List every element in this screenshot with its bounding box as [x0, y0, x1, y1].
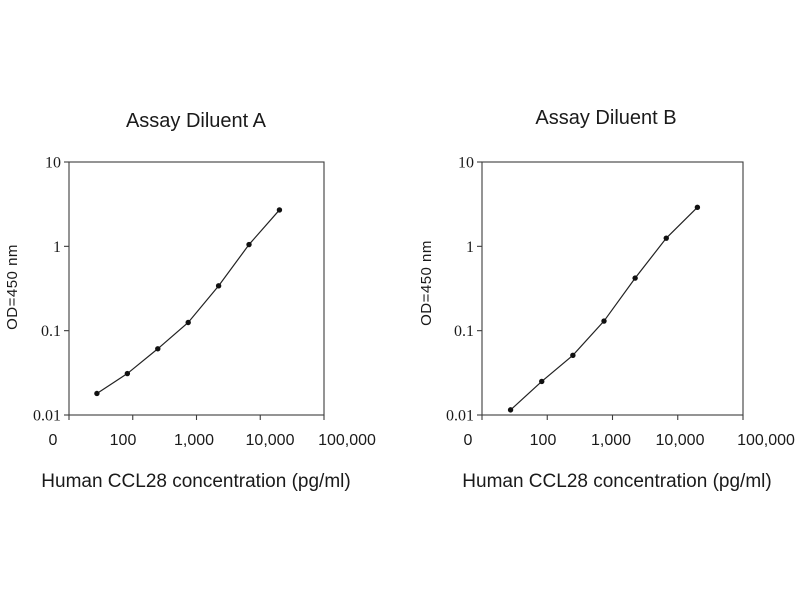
chart-b-y-axis-label: OD=450 nm [418, 240, 435, 326]
data-point [124, 370, 131, 377]
x-tick-label: 100,000 [737, 432, 795, 449]
data-point [507, 407, 514, 413]
data-point [276, 207, 283, 213]
y-tick-label: 0.01 [446, 408, 474, 425]
x-tick-label: 1,000 [174, 432, 214, 449]
x-tick-label: 10,000 [656, 432, 705, 449]
data-point [155, 346, 161, 352]
x-tick-label: 100 [530, 432, 557, 449]
x-tick-label: 100,000 [318, 432, 376, 449]
data-point [694, 204, 701, 211]
chart-a-x-axis-label: Human CCL28 concentration (pg/ml) [41, 471, 350, 492]
chart-a-plot-area: 10 1 0.1 0.01 0 100 1,000 10,000 100,000 [33, 155, 376, 450]
data-point [215, 283, 222, 289]
chart-b-title: Assay Diluent B [535, 107, 676, 129]
x-tick-label: 0 [49, 432, 58, 449]
x-tick-label: 10,000 [246, 432, 295, 449]
standard-curve-line [510, 206, 698, 411]
y-tick-label: 1 [466, 239, 474, 256]
x-tick-label: 1,000 [591, 432, 631, 449]
data-point [539, 378, 545, 385]
chart-assay-diluent-a: Assay Diluent A OD=450 nm Human CCL28 co… [4, 110, 376, 492]
chart-assay-diluent-b: Assay Diluent B OD=450 nm Human CCL28 co… [418, 107, 795, 492]
y-tick-label: 0.1 [41, 323, 61, 340]
y-tick-label: 1 [53, 239, 61, 256]
y-tick-label: 0.01 [33, 408, 61, 425]
data-point [246, 241, 252, 248]
y-tick-label: 10 [45, 155, 61, 172]
chart-b-x-axis-label: Human CCL28 concentration (pg/ml) [462, 471, 771, 492]
x-tick-label: 0 [464, 432, 473, 449]
chart-b-plot-area: 10 1 0.1 0.01 0 100 1,000 10,000 100,000 [446, 155, 795, 450]
chart-a-y-axis-label: OD=450 nm [4, 244, 21, 330]
y-tick-label: 0.1 [454, 323, 474, 340]
standard-curve-line [96, 209, 280, 394]
chart-a-title: Assay Diluent A [126, 110, 267, 132]
x-tick-label: 100 [110, 432, 137, 449]
data-point [632, 275, 638, 281]
data-point [663, 235, 669, 241]
plot-frame [68, 161, 325, 416]
y-tick-label: 10 [458, 155, 474, 172]
data-point [185, 319, 191, 326]
data-point [94, 390, 100, 397]
plot-frame [481, 161, 744, 416]
data-point [601, 318, 607, 324]
data-point [570, 352, 576, 359]
